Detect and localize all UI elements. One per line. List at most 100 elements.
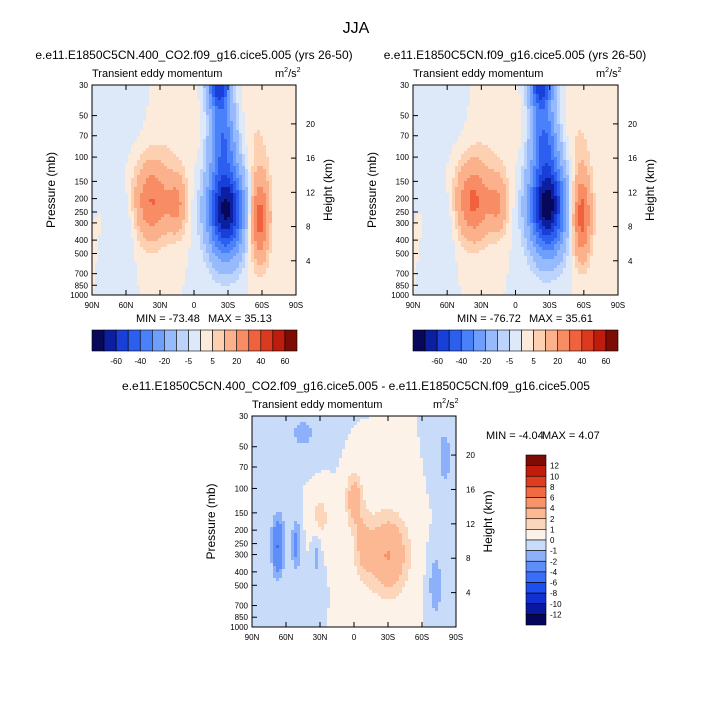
contour-cell (95, 133, 99, 137)
contour-cell (239, 157, 243, 161)
contour-cell (149, 235, 153, 239)
contour-cell (188, 112, 192, 116)
contour-cell (137, 88, 141, 92)
contour-cell (101, 196, 105, 200)
contour-cell (269, 226, 273, 230)
contour-cell (194, 190, 198, 194)
contour-cell (107, 226, 111, 230)
contour-cell (185, 175, 189, 179)
contour-cell (92, 274, 96, 278)
contour-cell (203, 274, 207, 278)
contour-cell (284, 172, 288, 176)
contour-cell (203, 127, 207, 131)
contour-cell (110, 202, 114, 206)
contour-cell (173, 175, 177, 179)
contour-cell (194, 100, 198, 104)
contour-cell (122, 256, 126, 260)
contour-cell (143, 94, 147, 98)
contour-cell (209, 256, 213, 260)
contour-cell (413, 172, 417, 176)
contour-cell (182, 160, 186, 164)
contour-cell (227, 223, 231, 227)
contour-cell (257, 103, 261, 107)
contour-cell (293, 133, 296, 137)
contour-cell (218, 157, 222, 161)
contour-cell (185, 226, 189, 230)
contour-cell (242, 223, 246, 227)
contour-cell (152, 142, 156, 146)
contour-cell (119, 175, 123, 179)
contour-cell (245, 289, 249, 293)
contour-cell (119, 244, 123, 248)
units-mid: /s (288, 68, 297, 80)
contour-cell (119, 181, 123, 185)
contour-cell (119, 220, 123, 224)
contour-cell (122, 253, 126, 257)
contour-cell (236, 184, 240, 188)
contour-cell (248, 232, 252, 236)
contour-cell (272, 169, 276, 173)
contour-cell (257, 211, 261, 215)
contour-cell (215, 199, 219, 203)
contour-cell (419, 178, 423, 182)
contour-cell (245, 199, 249, 203)
contour-cell (221, 277, 225, 281)
contour-cell (242, 274, 246, 278)
contour-cell (218, 289, 222, 293)
contour-cell (413, 253, 417, 257)
contour-cell (113, 205, 117, 209)
contour-cell (416, 232, 420, 236)
contour-cell (245, 100, 249, 104)
contour-cell (278, 178, 282, 182)
contour-cell (170, 190, 174, 194)
contour-cell (194, 277, 198, 281)
contour-cell (248, 196, 252, 200)
contour-cell (416, 271, 420, 275)
contour-cell (98, 151, 102, 155)
contour-cell (134, 85, 138, 89)
contour-cell (110, 250, 114, 254)
contour-cell (119, 283, 123, 287)
contour-cell (149, 289, 153, 293)
contour-cell (176, 268, 180, 272)
contour-cell (113, 91, 117, 95)
contour-cell (272, 136, 276, 140)
contour-cell (155, 283, 159, 287)
contour-cell (104, 154, 108, 158)
contour-cell (95, 250, 99, 254)
contour-cell (239, 88, 243, 92)
contour-cell (191, 112, 195, 116)
contour-cell (416, 199, 420, 203)
contour-cell (128, 226, 132, 230)
contour-cell (119, 289, 123, 293)
contour-cell (203, 247, 207, 251)
contour-cell (152, 292, 156, 295)
contour-cell (149, 85, 153, 89)
contour-cell (284, 274, 288, 278)
contour-cell (233, 184, 237, 188)
contour-cell (164, 91, 168, 95)
contour-cell (191, 118, 195, 122)
contour-cell (269, 277, 273, 281)
contour-cell (248, 115, 252, 119)
contour-cell (281, 154, 285, 158)
contour-cell (233, 220, 237, 224)
contour-cell (251, 238, 255, 242)
contour-cell (218, 106, 222, 110)
contour-cell (230, 253, 234, 257)
contour-cell (110, 268, 114, 272)
contour-cell (272, 229, 276, 233)
contour-cell (155, 286, 159, 290)
contour-cell (236, 280, 240, 284)
contour-cell (113, 88, 117, 92)
contour-cell (110, 94, 114, 98)
contour-cell (170, 130, 174, 134)
contour-cell (146, 91, 150, 95)
contour-cell (95, 286, 99, 290)
contour-cell (218, 88, 222, 92)
contour-cell (191, 280, 195, 284)
contour-cell (113, 193, 117, 197)
contour-cell (116, 244, 120, 248)
contour-cell (194, 124, 198, 128)
contour-cell (239, 133, 243, 137)
